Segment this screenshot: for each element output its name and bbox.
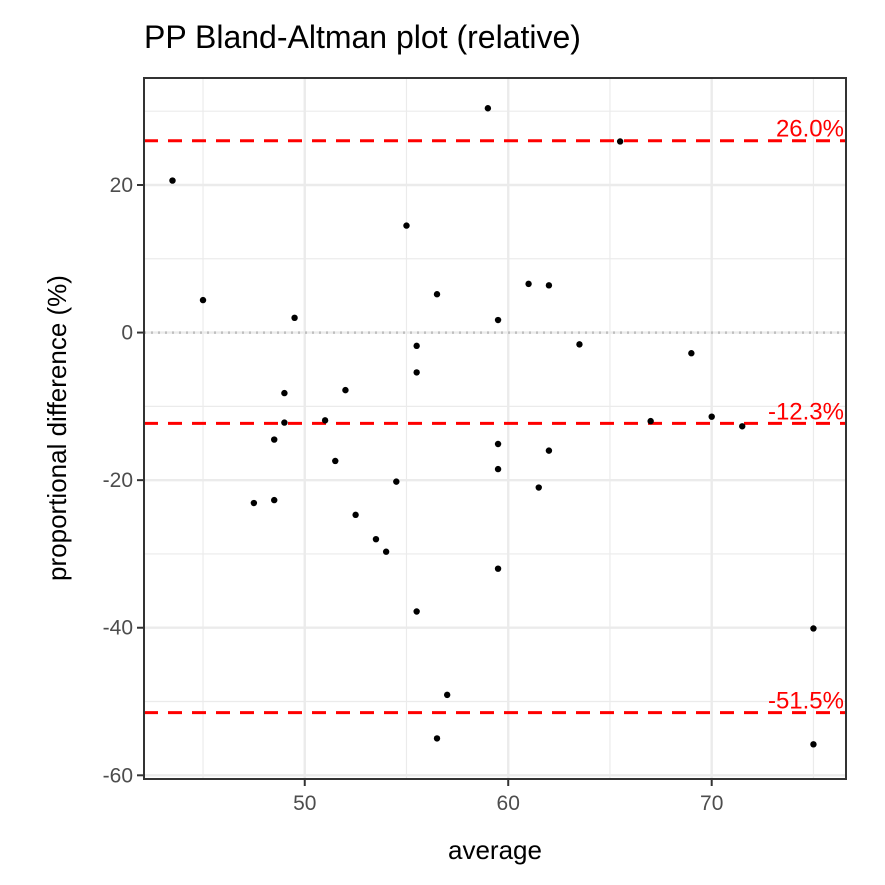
data-point [647,417,654,425]
limit-line-label: 26.0% [776,116,844,143]
data-point [810,625,817,632]
reference-line-labels: 26.0% -12.3% -51.5% [768,116,844,715]
grid-lines [144,78,846,779]
data-point [433,291,441,298]
data-point [494,440,502,448]
data-point [739,423,746,430]
data-point [250,499,258,507]
x-tick-label: 50 [293,792,316,815]
data-point [382,548,390,555]
chart-title: PP Bland-Altman plot (relative) [144,19,581,55]
data-point [443,691,451,699]
x-axis-title: average [448,835,542,865]
data-point [810,741,817,748]
y-axis-title: proportional difference (%) [42,275,72,581]
data-point [413,369,420,376]
data-point [321,417,329,424]
data-point [484,105,492,112]
data-point [291,314,298,322]
limit-line-label: -51.5% [768,688,844,715]
data-point [403,222,410,229]
data-point [494,316,502,324]
data-point [271,436,278,443]
data-point [494,465,502,473]
data-point [535,484,542,491]
data-point [169,177,176,184]
data-point [576,341,583,348]
data-point [352,511,359,519]
data-point [372,535,380,543]
data-point [199,296,207,304]
data-point [342,386,349,394]
data-point [271,496,278,504]
plot-panel-border [143,77,847,780]
data-point [616,138,624,145]
data-point [494,565,502,572]
y-tick-label: -20 [103,469,133,492]
data-point [545,447,553,454]
limit-line-label: -12.3% [768,398,844,425]
data-point [525,280,532,288]
data-point [433,735,441,742]
axes: 50 60 70 -60 -40 -20 0 20 [103,174,724,815]
data-point [413,608,420,615]
data-point [545,282,553,289]
data-point [281,419,288,426]
reference-lines [144,139,846,715]
data-points [169,105,817,748]
data-point [708,413,715,420]
data-point [688,350,695,357]
data-point [281,389,288,397]
x-tick-label: 60 [497,792,520,815]
y-tick-label: -60 [103,764,133,787]
y-tick-label: -40 [103,617,133,640]
data-point [393,478,400,485]
y-tick-label: 20 [110,174,133,197]
data-point [413,342,420,350]
y-tick-label: 0 [121,322,133,345]
x-tick-label: 70 [700,792,723,815]
data-point [332,457,339,465]
